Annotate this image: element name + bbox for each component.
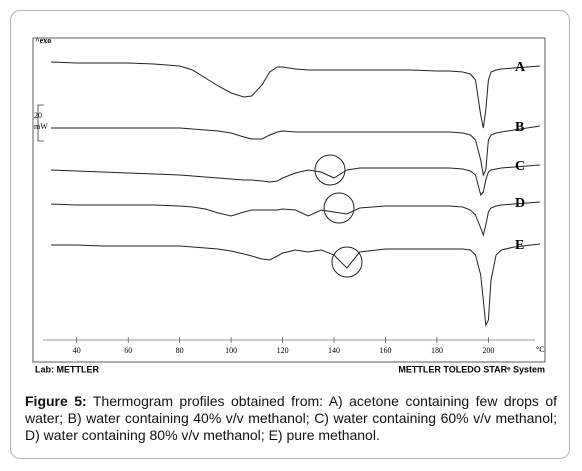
x-tick-label: 100 bbox=[225, 346, 237, 355]
x-axis-label: °C bbox=[536, 345, 545, 354]
caption: Figure 5: Thermogram profiles obtained f… bbox=[25, 393, 557, 444]
thermogram-line bbox=[51, 243, 540, 327]
x-tick-label: 200 bbox=[482, 346, 494, 355]
series-label: A bbox=[515, 60, 526, 75]
x-tick-label: 120 bbox=[277, 346, 289, 355]
thermogram-line bbox=[50, 61, 540, 129]
series-label: E bbox=[515, 238, 524, 253]
x-tick-label: 180 bbox=[431, 346, 443, 355]
figure-frame bbox=[10, 10, 570, 459]
lab-label: Lab: METTLER bbox=[35, 364, 99, 374]
highlight-circle bbox=[331, 246, 363, 278]
caption-text: Thermogram profiles obtained from: A) ac… bbox=[25, 393, 558, 443]
series-label: B bbox=[515, 120, 524, 135]
system-label: METTLER TOLEDO STARᵉ System bbox=[398, 364, 545, 374]
highlight-circle bbox=[314, 154, 346, 186]
scale-unit: mW bbox=[34, 122, 48, 131]
scale-bracket bbox=[37, 104, 44, 142]
thermogram-line bbox=[50, 201, 540, 237]
highlight-circle bbox=[323, 192, 355, 224]
x-tick-label: 140 bbox=[328, 346, 340, 355]
series-label: D bbox=[515, 196, 525, 211]
exo-label: ^exo bbox=[35, 36, 51, 45]
x-tick-label: 160 bbox=[379, 346, 391, 355]
thermogram-line bbox=[50, 164, 540, 197]
x-tick-label: 60 bbox=[124, 346, 132, 355]
scale-value: 20 bbox=[34, 111, 42, 120]
x-tick-label: 40 bbox=[73, 346, 81, 355]
x-tick-label: 80 bbox=[176, 346, 184, 355]
series-label: C bbox=[515, 159, 525, 174]
thermogram-line bbox=[51, 125, 540, 177]
caption-label: Figure 5: bbox=[25, 393, 87, 409]
plot-frame bbox=[32, 37, 546, 363]
